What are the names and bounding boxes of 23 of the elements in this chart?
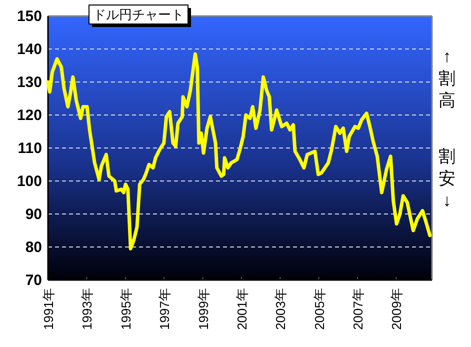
x-tick-label: 1991年 [41, 288, 56, 330]
chart-title: ドル円チャート [93, 7, 184, 22]
x-tick-label: 1997年 [157, 288, 172, 330]
x-tick-label: 2005年 [312, 288, 327, 330]
y-tick-label: 90 [25, 206, 42, 223]
x-tick-label: 2003年 [273, 288, 288, 330]
x-tick-label: 1999年 [196, 288, 211, 330]
y-tick-label: 110 [18, 140, 42, 157]
text: 割安↓ [438, 147, 456, 210]
y-tick-label: 70 [25, 272, 42, 289]
y-tick-label: 130 [16, 74, 42, 91]
text: ↑割高 [438, 47, 456, 110]
x-tick-label: 2009年 [389, 288, 404, 330]
y-tick-label: 100 [16, 173, 42, 190]
x-tick-label: 2001年 [234, 288, 250, 330]
y-tick-label: 120 [16, 107, 42, 124]
y-tick-label: 150 [16, 8, 42, 25]
x-tick-label: 1993年 [80, 288, 95, 330]
y-tick-label: 80 [25, 239, 42, 256]
x-tick-label: 2007年 [350, 288, 366, 330]
line-series [46, 52, 432, 250]
y-tick-label: 140 [16, 41, 42, 58]
x-tick-label: 1995年 [118, 288, 134, 330]
